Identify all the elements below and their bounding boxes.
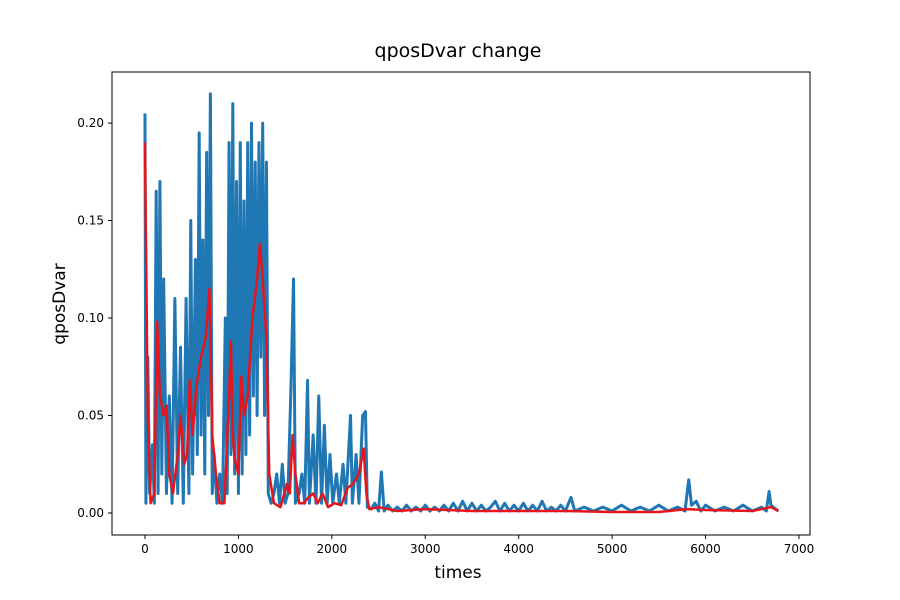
line-series <box>143 142 779 514</box>
x-axis-label: times <box>434 563 481 583</box>
x-tick-label: 2000 <box>317 542 348 556</box>
y-tick-label: 0.05 <box>77 408 104 422</box>
x-tick-label: 7000 <box>784 542 815 556</box>
x-tick-label: 1000 <box>223 542 254 556</box>
y-tick-label: 0.00 <box>77 506 104 520</box>
plot-frame <box>111 71 811 536</box>
x-tick-label: 5000 <box>597 542 628 556</box>
x-tick-label: 6000 <box>690 542 721 556</box>
y-tick-label: 0.10 <box>77 311 104 325</box>
y-axis-label: qposDvar <box>50 263 70 344</box>
x-tick-label: 4000 <box>503 542 534 556</box>
y-tick-label: 0.20 <box>77 116 104 130</box>
x-tick-label: 0 <box>141 542 149 556</box>
x-tick-label: 3000 <box>410 542 441 556</box>
y-tick-label: 0.15 <box>77 214 104 228</box>
chart-title: qposDvar change <box>375 40 542 62</box>
